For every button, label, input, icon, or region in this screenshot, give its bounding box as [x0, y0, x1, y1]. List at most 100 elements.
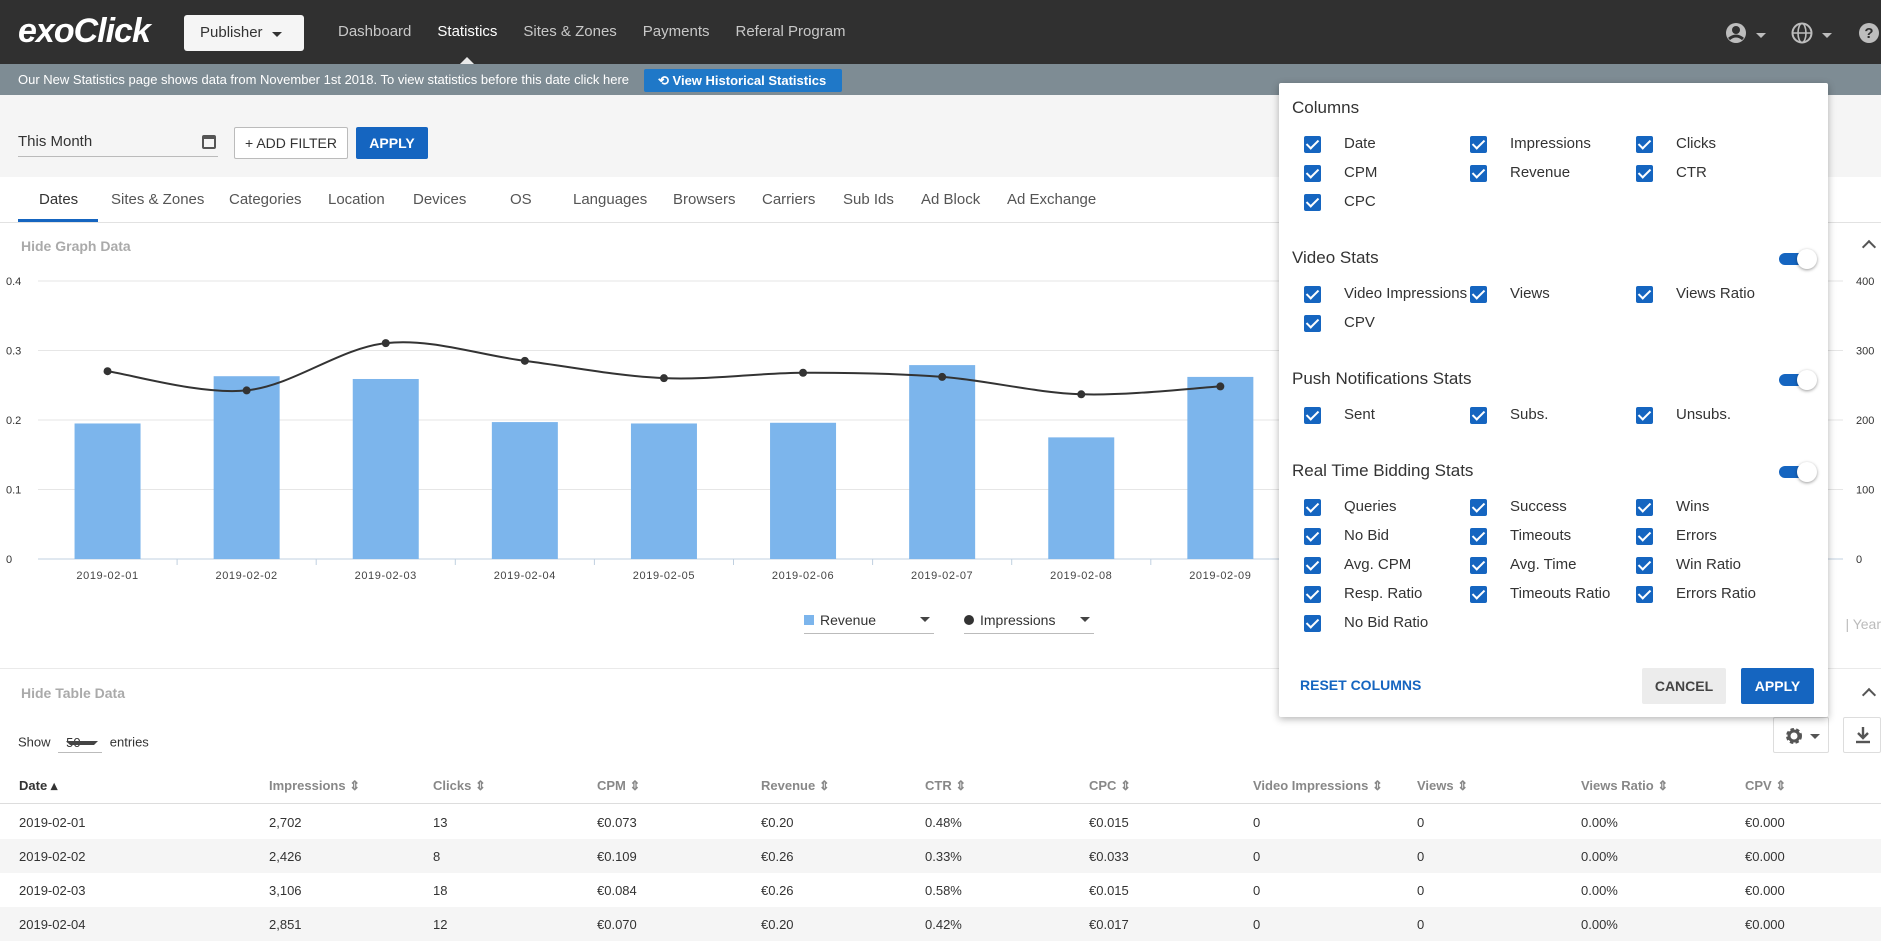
- table-row[interactable]: 2019-02-04 2,851 12 €0.070 €0.20 0.42% €0.017 0…: [0, 907, 1881, 941]
- view-historical-statistics-button[interactable]: ⟲ View Historical Statistics: [644, 69, 843, 92]
- column-checkbox-no-bid-ratio[interactable]: No Bid Ratio: [1304, 614, 1428, 634]
- tab-dates[interactable]: Dates: [39, 191, 79, 208]
- column-checkbox-cpv[interactable]: CPV: [1304, 314, 1375, 334]
- column-checkbox-no-bid[interactable]: No Bid: [1304, 527, 1389, 547]
- toggle-push-notifications-stats[interactable]: [1779, 370, 1817, 390]
- revenue-bar[interactable]: [1048, 437, 1115, 559]
- impressions-point[interactable]: [659, 374, 668, 383]
- column-checkbox-sent[interactable]: Sent: [1304, 406, 1375, 426]
- help-icon[interactable]: ?: [1858, 22, 1880, 44]
- column-checkbox-cpc[interactable]: CPC: [1304, 193, 1376, 213]
- tab-ad-block[interactable]: Ad Block: [921, 191, 981, 208]
- column-header-cpv[interactable]: CPV ⇕: [1745, 778, 1786, 794]
- tab-ad-exchange[interactable]: Ad Exchange: [1007, 191, 1097, 208]
- revenue-bar[interactable]: [352, 378, 419, 559]
- column-checkbox-revenue[interactable]: Revenue: [1470, 164, 1570, 184]
- apply-filter-button[interactable]: APPLY: [356, 127, 428, 159]
- impressions-point[interactable]: [1077, 390, 1086, 399]
- column-checkbox-win-ratio[interactable]: Win Ratio: [1636, 556, 1741, 576]
- column-checkbox-date[interactable]: Date: [1304, 135, 1376, 155]
- impressions-point[interactable]: [799, 368, 808, 377]
- column-settings-button[interactable]: [1773, 717, 1829, 753]
- column-header-ctr[interactable]: CTR ⇕: [925, 778, 966, 794]
- tab-carriers[interactable]: Carriers: [762, 191, 816, 208]
- column-checkbox-views-ratio[interactable]: Views Ratio: [1636, 285, 1755, 305]
- column-checkbox-subs[interactable]: Subs.: [1470, 406, 1548, 426]
- tab-categories[interactable]: Categories: [229, 191, 302, 208]
- impressions-point[interactable]: [1216, 382, 1225, 391]
- column-checkbox-avg-cpm[interactable]: Avg. CPM: [1304, 556, 1411, 576]
- nav-dashboard[interactable]: Dashboard: [338, 23, 412, 40]
- column-header-clicks[interactable]: Clicks ⇕: [433, 778, 486, 794]
- revenue-bar[interactable]: [630, 423, 697, 559]
- publisher-dropdown[interactable]: Publisher: [184, 15, 304, 51]
- hide-graph-data-toggle[interactable]: Hide Graph Data: [21, 238, 131, 254]
- apply-columns-button[interactable]: APPLY: [1741, 668, 1814, 704]
- impressions-point[interactable]: [103, 367, 112, 376]
- column-checkbox-errors-ratio[interactable]: Errors Ratio: [1636, 585, 1756, 605]
- column-header-impressions[interactable]: Impressions ⇕: [269, 778, 360, 794]
- period-selector[interactable]: | Year: [1845, 616, 1881, 632]
- column-checkbox-impressions[interactable]: Impressions: [1470, 135, 1591, 155]
- chevron-up-icon[interactable]: [1861, 239, 1877, 255]
- column-checkbox-unsubs[interactable]: Unsubs.: [1636, 406, 1731, 426]
- column-checkbox-avg-time[interactable]: Avg. Time: [1470, 556, 1576, 576]
- tab-devices[interactable]: Devices: [413, 191, 467, 208]
- column-checkbox-queries[interactable]: Queries: [1304, 498, 1397, 518]
- table-row[interactable]: 2019-02-03 3,106 18 €0.084 €0.26 0.58% €0.015 0…: [0, 873, 1881, 907]
- nav-referal-program[interactable]: Referal Program: [735, 23, 846, 40]
- revenue-bar[interactable]: [491, 422, 558, 559]
- impressions-series-select[interactable]: Impressions: [964, 610, 1094, 634]
- page-size-select[interactable]: 50: [58, 733, 103, 753]
- column-checkbox-wins[interactable]: Wins: [1636, 498, 1709, 518]
- revenue-bar[interactable]: [770, 422, 837, 559]
- tab-sub-ids[interactable]: Sub Ids: [843, 191, 894, 208]
- table-row[interactable]: 2019-02-02 2,426 8 €0.109 €0.26 0.33% €0.033 0 0…: [0, 839, 1881, 873]
- column-header-views[interactable]: Views ⇕: [1417, 778, 1468, 794]
- column-header-views-ratio[interactable]: Views Ratio ⇕: [1581, 778, 1668, 794]
- column-checkbox-video-impressions[interactable]: Video Impressions: [1304, 285, 1467, 305]
- toggle-video-stats[interactable]: [1779, 249, 1817, 269]
- nav-statistics[interactable]: Statistics: [437, 0, 497, 64]
- column-header-revenue[interactable]: Revenue ⇕: [761, 778, 830, 794]
- column-checkbox-errors[interactable]: Errors: [1636, 527, 1717, 547]
- reset-columns-button[interactable]: RESET COLUMNS: [1300, 677, 1422, 693]
- cancel-button[interactable]: CANCEL: [1642, 668, 1726, 704]
- impressions-point[interactable]: [242, 386, 251, 395]
- column-checkbox-views[interactable]: Views: [1470, 285, 1550, 305]
- column-header-date[interactable]: Date ▴: [19, 778, 57, 794]
- column-checkbox-clicks[interactable]: Clicks: [1636, 135, 1716, 155]
- tab-sites-zones[interactable]: Sites & Zones: [111, 191, 205, 208]
- tab-os[interactable]: OS: [510, 191, 532, 208]
- column-checkbox-ctr[interactable]: CTR: [1636, 164, 1707, 184]
- column-header-video-impressions[interactable]: Video Impressions ⇕: [1253, 778, 1383, 794]
- exoclick-logo[interactable]: exoClick: [18, 12, 151, 50]
- revenue-bar[interactable]: [213, 376, 280, 559]
- column-checkbox-resp-ratio[interactable]: Resp. Ratio: [1304, 585, 1422, 605]
- revenue-bar[interactable]: [909, 365, 976, 559]
- date-range-picker[interactable]: This Month: [18, 133, 218, 157]
- table-row[interactable]: 2019-02-01 2,702 13 €0.073 €0.20 0.48% €0.015 0…: [0, 805, 1881, 839]
- column-checkbox-timeouts[interactable]: Timeouts: [1470, 527, 1571, 547]
- add-filter-button[interactable]: + ADD FILTER: [234, 127, 348, 159]
- column-checkbox-cpm[interactable]: CPM: [1304, 164, 1377, 184]
- column-checkbox-success[interactable]: Success: [1470, 498, 1567, 518]
- revenue-series-select[interactable]: Revenue: [804, 610, 934, 634]
- nav-payments[interactable]: Payments: [642, 23, 710, 40]
- hide-table-data-toggle[interactable]: Hide Table Data: [21, 685, 125, 701]
- column-checkbox-timeouts-ratio[interactable]: Timeouts Ratio: [1470, 585, 1610, 605]
- impressions-point[interactable]: [520, 356, 529, 365]
- impressions-point[interactable]: [381, 339, 390, 348]
- column-header-cpm[interactable]: CPM ⇕: [597, 778, 640, 794]
- column-header-cpc[interactable]: CPC ⇕: [1089, 778, 1131, 794]
- tab-browsers[interactable]: Browsers: [673, 191, 736, 208]
- download-button[interactable]: [1843, 717, 1881, 753]
- revenue-bar[interactable]: [1187, 376, 1254, 559]
- nav-sites-zones[interactable]: Sites & Zones: [523, 23, 617, 40]
- tab-location[interactable]: Location: [328, 191, 385, 208]
- toggle-real-time-bidding-stats[interactable]: [1779, 462, 1817, 482]
- tab-languages[interactable]: Languages: [573, 191, 648, 208]
- revenue-bar[interactable]: [74, 423, 141, 559]
- impressions-point[interactable]: [938, 372, 947, 381]
- chevron-up-icon[interactable]: [1861, 687, 1877, 703]
